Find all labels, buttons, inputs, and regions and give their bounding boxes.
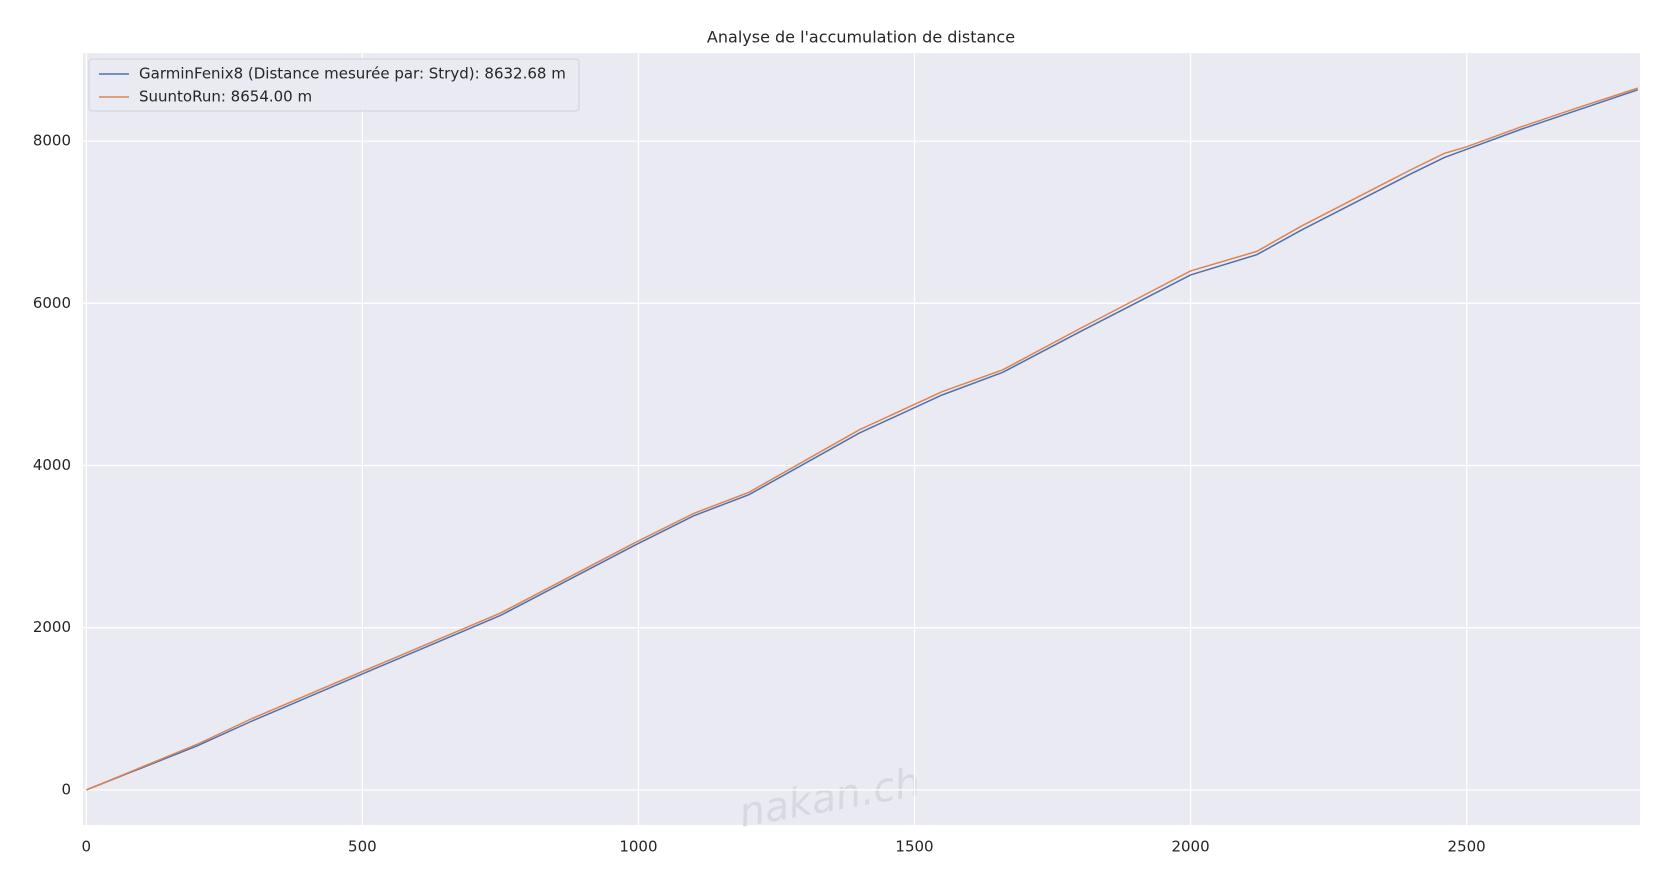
legend-label: GarminFenix8 (Distance mesurée par: Stry…: [139, 65, 566, 83]
plot-area: [83, 53, 1640, 825]
line: [86, 89, 1639, 791]
y-tick-label: 4000: [33, 456, 71, 474]
y-tick-label: 6000: [33, 294, 71, 312]
legend: GarminFenix8 (Distance mesurée par: Stry…: [88, 58, 580, 112]
legend-box: [88, 58, 580, 112]
y-tick-label: 2000: [33, 618, 71, 636]
x-tick-label: 0: [82, 838, 92, 856]
x-tick-label: 1500: [895, 838, 933, 856]
x-tick-label: 2500: [1448, 838, 1486, 856]
x-tick-label: 2000: [1171, 838, 1209, 856]
chart-title: Analyse de l'accumulation de distance: [707, 28, 1015, 47]
line: [86, 87, 1639, 791]
x-tick-label: 500: [348, 838, 377, 856]
legend-label: SuuntoRun: 8654.00 m: [139, 88, 312, 106]
x-tick-label: 1000: [619, 838, 657, 856]
y-tick-label: 0: [61, 780, 71, 798]
y-tick-label: 8000: [33, 132, 71, 150]
